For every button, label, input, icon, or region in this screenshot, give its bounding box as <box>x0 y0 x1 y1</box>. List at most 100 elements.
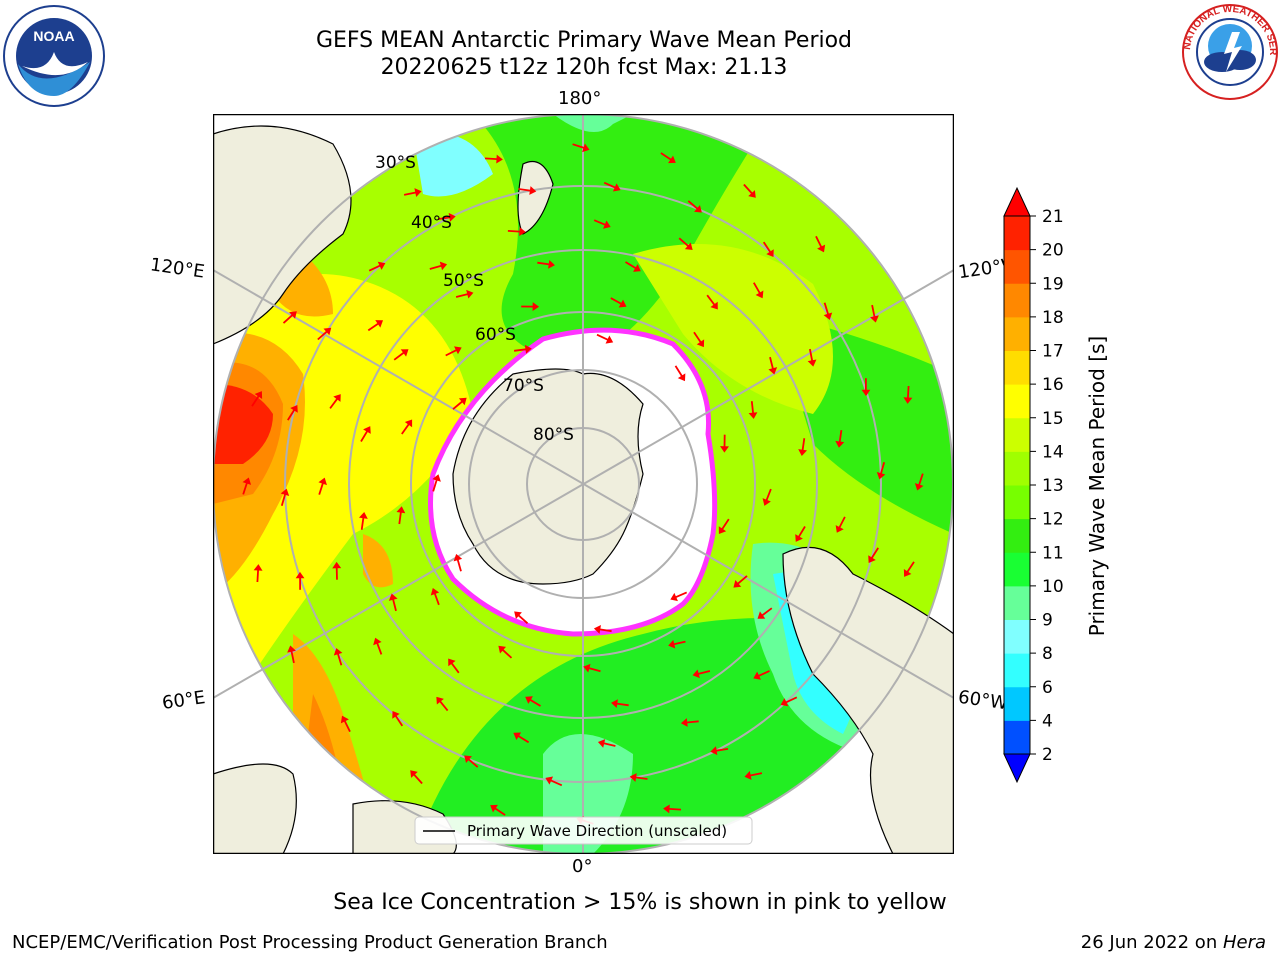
wave-arrow-shaft <box>918 473 924 486</box>
wave-arrow-shaft <box>429 264 442 270</box>
wave-arrow-shaft <box>838 429 843 443</box>
lon-label-180: 180° <box>558 88 602 109</box>
wave-arrow-shaft <box>815 235 823 248</box>
wave-arrow-head <box>633 264 641 272</box>
colorbar-bin <box>1004 518 1030 553</box>
wave-arrow-head <box>876 471 886 480</box>
wave-arrow-head <box>597 739 606 748</box>
wave-arrow-shaft <box>769 356 774 369</box>
wave-arrow-head <box>466 289 474 299</box>
colorbar-bin <box>1004 653 1030 688</box>
wave-arrow-shaft <box>798 526 806 538</box>
colorbar-tick-label: 15 <box>1042 409 1064 429</box>
wave-arrow-shaft <box>880 461 886 474</box>
wave-arrow-shaft <box>282 314 294 324</box>
wave-arrow-head <box>464 755 472 763</box>
wave-arrow-head <box>692 669 700 679</box>
wave-arrow-head <box>454 346 462 355</box>
wave-arrow-head <box>861 389 871 397</box>
wave-arrow-head <box>694 205 702 213</box>
wave-arrow-head <box>340 715 349 724</box>
wave-arrow-head <box>254 391 263 399</box>
wave-arrow-head <box>835 440 845 448</box>
colorbar: 2 4 6 8 9 10 11 12 13 14 15 16 17 18 19 20 21 <box>1003 186 1064 784</box>
wave-arrow-head <box>453 553 463 562</box>
wave-arrow-shaft <box>550 779 563 787</box>
wave-arrow-head <box>358 512 368 519</box>
africa-land <box>213 763 297 854</box>
wave-arrow-head <box>432 474 441 482</box>
wave-arrow-head <box>253 564 263 571</box>
colorbar-bin <box>1004 720 1030 755</box>
wave-arrow-shaft <box>290 651 295 664</box>
colorbar-under-triangle <box>1003 753 1031 784</box>
wave-arrow-head <box>780 698 789 707</box>
wave-arrow-shaft <box>823 302 829 315</box>
wave-arrow-shaft <box>743 183 753 195</box>
wave-arrow-head <box>710 746 718 756</box>
colorbar-tick-label: 14 <box>1042 442 1064 462</box>
wave-arrow-head <box>733 580 742 588</box>
lat-label-40s: 40°S <box>411 213 452 233</box>
wave-arrow-shaft <box>280 494 286 507</box>
wave-arrow-head <box>458 397 467 406</box>
wave-arrow-head <box>410 770 418 778</box>
wave-arrow-head <box>903 397 913 404</box>
wave-arrow-head <box>817 244 826 253</box>
wave-arrow-shaft <box>518 188 531 192</box>
footer-host: Hera <box>1222 932 1266 953</box>
wave-arrow-shaft <box>376 642 383 655</box>
wave-arrow-head <box>618 299 627 308</box>
wave-arrow-shaft <box>433 593 440 606</box>
lat-label-50s: 50°S <box>443 271 484 291</box>
wave-arrow-head <box>439 261 448 271</box>
wave-arrow-shaft <box>660 152 672 161</box>
lon-label-0: 0° <box>572 856 593 877</box>
wave-arrow-shaft <box>765 488 772 501</box>
wave-arrow-shaft <box>494 807 506 816</box>
wave-arrow-shaft <box>737 575 748 585</box>
wave-arrow-shaft <box>678 237 689 247</box>
wave-arrow-shaft <box>529 699 541 707</box>
nws-logo: NATIONAL WEATHER SERVICE <box>1180 2 1278 100</box>
wave-arrow-head <box>748 190 756 198</box>
wave-arrow-head <box>498 645 507 654</box>
colorbar-tick-label: 19 <box>1042 274 1064 294</box>
wave-arrow-head <box>545 776 554 785</box>
colorbar-bin <box>1004 451 1030 486</box>
wave-arrow-shaft <box>572 143 585 149</box>
wave-arrow-shaft <box>668 808 682 811</box>
noaa-logo: NOAA <box>3 5 105 107</box>
wave-arrow-shaft <box>393 351 405 361</box>
wave-arrow-shaft <box>367 322 379 332</box>
wave-arrow-shaft <box>750 772 763 777</box>
wave-arrow-shaft <box>513 348 527 352</box>
wave-arrow-head <box>373 637 382 646</box>
wave-arrow-shaft <box>758 670 770 677</box>
wave-arrow-head <box>448 212 456 222</box>
wave-arrow-shaft <box>242 482 248 495</box>
wave-arrow-shaft <box>437 216 451 220</box>
wave-arrow-head <box>333 394 341 402</box>
wave-arrow-head <box>318 477 327 486</box>
chart-subtitle: 20220625 t12z 120h fcst Max: 21.13 <box>380 55 788 80</box>
colorbar-bin <box>1004 619 1030 654</box>
wave-arrow-shaft <box>801 438 806 451</box>
wave-arrow-shaft <box>686 720 699 724</box>
wave-arrow-shaft <box>588 667 601 673</box>
wave-arrow-shaft <box>317 330 328 341</box>
wave-arrow-shaft <box>838 516 846 529</box>
colorbar-tick-label: 10 <box>1042 577 1064 597</box>
wave-arrow-shaft <box>596 333 609 341</box>
wave-arrow-head <box>514 611 522 620</box>
wave-arrow-head <box>392 710 400 719</box>
wave-arrow-head <box>870 315 879 323</box>
colorbar-bin <box>1004 417 1030 452</box>
colorbar-bin <box>1004 283 1030 318</box>
wave-arrow-head <box>612 183 621 192</box>
wave-arrow-shaft <box>761 607 773 617</box>
wave-arrow-head <box>490 804 498 813</box>
wave-arrow-head <box>710 301 718 310</box>
wave-arrow-head <box>583 663 591 673</box>
footer-credit: NCEP/EMC/Verification Post Processing Pr… <box>12 932 608 953</box>
